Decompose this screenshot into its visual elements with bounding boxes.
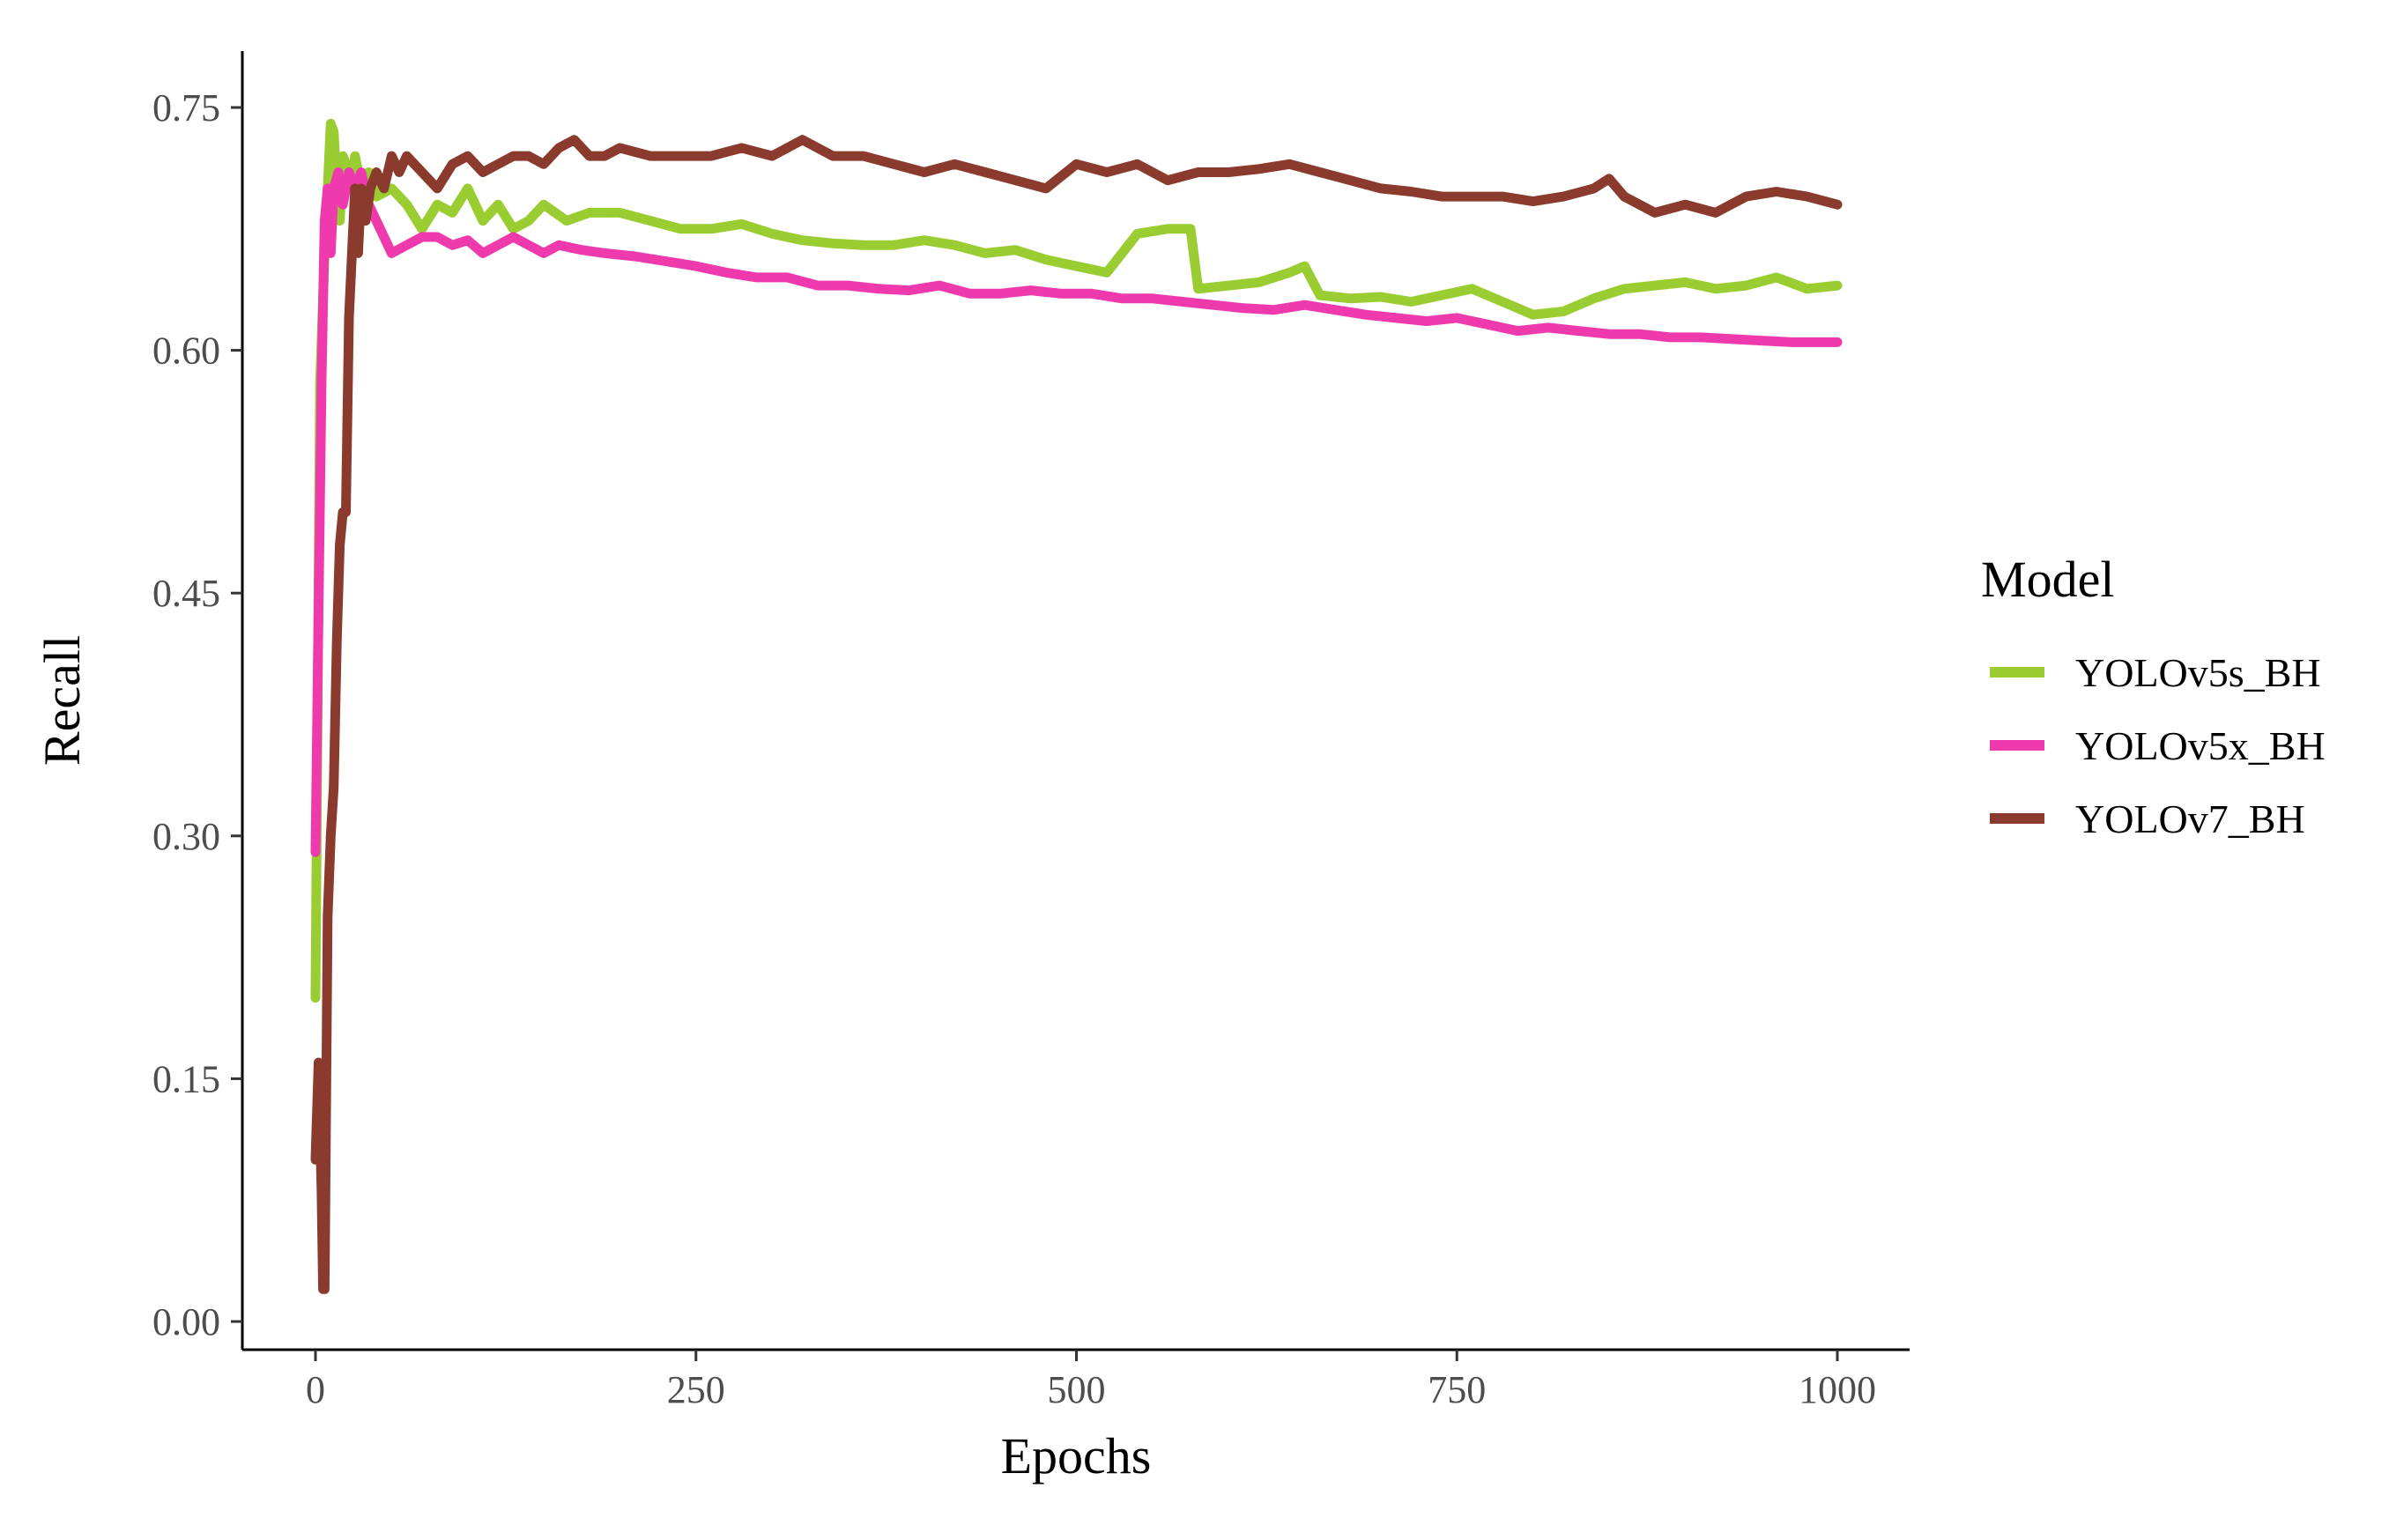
legend-label-yolov7-bh: YOLOv7_BH — [2075, 796, 2305, 841]
y-tick-label: 0.30 — [152, 815, 220, 858]
x-tick-label: 250 — [667, 1368, 725, 1411]
y-tick-label: 0.15 — [152, 1057, 220, 1100]
x-ticks: 0 250 500 750 1000 — [306, 1350, 1876, 1411]
y-tick-label: 0.00 — [152, 1300, 220, 1344]
y-axis-title: Recall — [33, 635, 91, 766]
x-tick-label: 750 — [1428, 1368, 1486, 1411]
series-layer — [310, 118, 1843, 1294]
legend-label-yolov5s-bh: YOLOv5s_BH — [2075, 650, 2321, 695]
series-line-yolov5x-bh — [310, 167, 1843, 857]
legend-label-yolov5x-bh: YOLOv5x_BH — [2075, 723, 2326, 768]
y-tick-label: 0.60 — [152, 329, 220, 373]
x-tick-label: 1000 — [1799, 1368, 1876, 1411]
x-tick-label: 500 — [1048, 1368, 1106, 1411]
y-tick-label: 0.45 — [152, 572, 220, 615]
y-ticks: 0.00 0.15 0.30 0.45 0.60 0.75 — [152, 86, 242, 1344]
legend: YOLOv5s_BH YOLOv5x_BH YOLOv7_BH — [1990, 650, 2326, 841]
x-axis-title: Epochs — [1001, 1427, 1152, 1484]
y-tick-label: 0.75 — [152, 86, 220, 130]
x-tick-label: 0 — [306, 1368, 325, 1411]
legend-title: Model — [1981, 551, 2114, 608]
series-line-yolov7-bh — [310, 135, 1843, 1294]
